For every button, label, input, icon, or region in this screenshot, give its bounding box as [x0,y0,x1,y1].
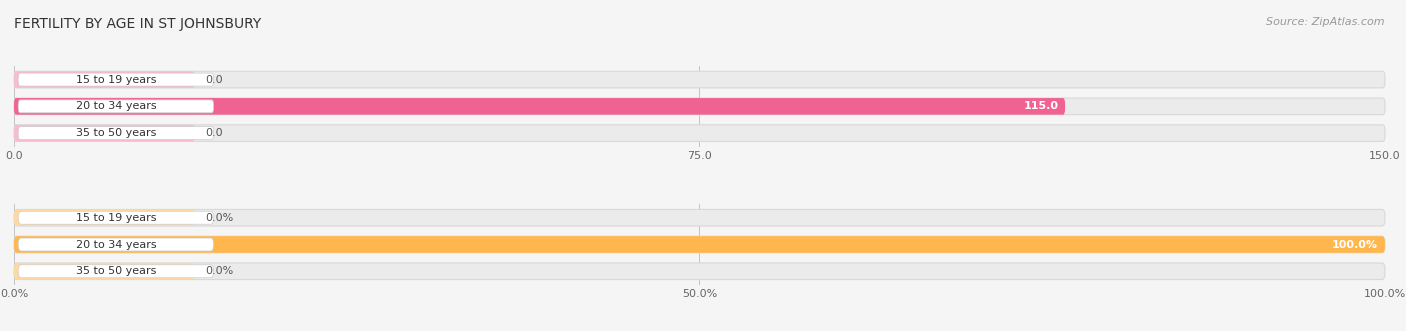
FancyBboxPatch shape [14,236,1385,253]
FancyBboxPatch shape [18,211,214,224]
Text: 35 to 50 years: 35 to 50 years [76,266,156,276]
Text: 115.0: 115.0 [1024,101,1059,111]
FancyBboxPatch shape [18,265,214,278]
Text: Source: ZipAtlas.com: Source: ZipAtlas.com [1267,17,1385,26]
Text: 0.0%: 0.0% [205,266,233,276]
Text: 0.0: 0.0 [205,74,224,85]
FancyBboxPatch shape [14,71,194,88]
FancyBboxPatch shape [14,125,1385,141]
Text: 0.0%: 0.0% [205,213,233,223]
Text: 0.0: 0.0 [205,128,224,138]
FancyBboxPatch shape [14,98,1066,115]
FancyBboxPatch shape [18,127,214,140]
Text: 20 to 34 years: 20 to 34 years [76,101,156,111]
FancyBboxPatch shape [18,238,214,251]
Text: 100.0%: 100.0% [1331,240,1378,250]
FancyBboxPatch shape [14,210,194,226]
FancyBboxPatch shape [14,263,1385,280]
FancyBboxPatch shape [14,125,194,141]
FancyBboxPatch shape [18,100,214,113]
FancyBboxPatch shape [14,236,1385,253]
FancyBboxPatch shape [18,73,214,86]
Text: FERTILITY BY AGE IN ST JOHNSBURY: FERTILITY BY AGE IN ST JOHNSBURY [14,17,262,30]
FancyBboxPatch shape [14,263,194,280]
Text: 15 to 19 years: 15 to 19 years [76,74,156,85]
FancyBboxPatch shape [14,210,1385,226]
Text: 35 to 50 years: 35 to 50 years [76,128,156,138]
FancyBboxPatch shape [14,98,1385,115]
Text: 15 to 19 years: 15 to 19 years [76,213,156,223]
Text: 20 to 34 years: 20 to 34 years [76,240,156,250]
FancyBboxPatch shape [14,71,1385,88]
